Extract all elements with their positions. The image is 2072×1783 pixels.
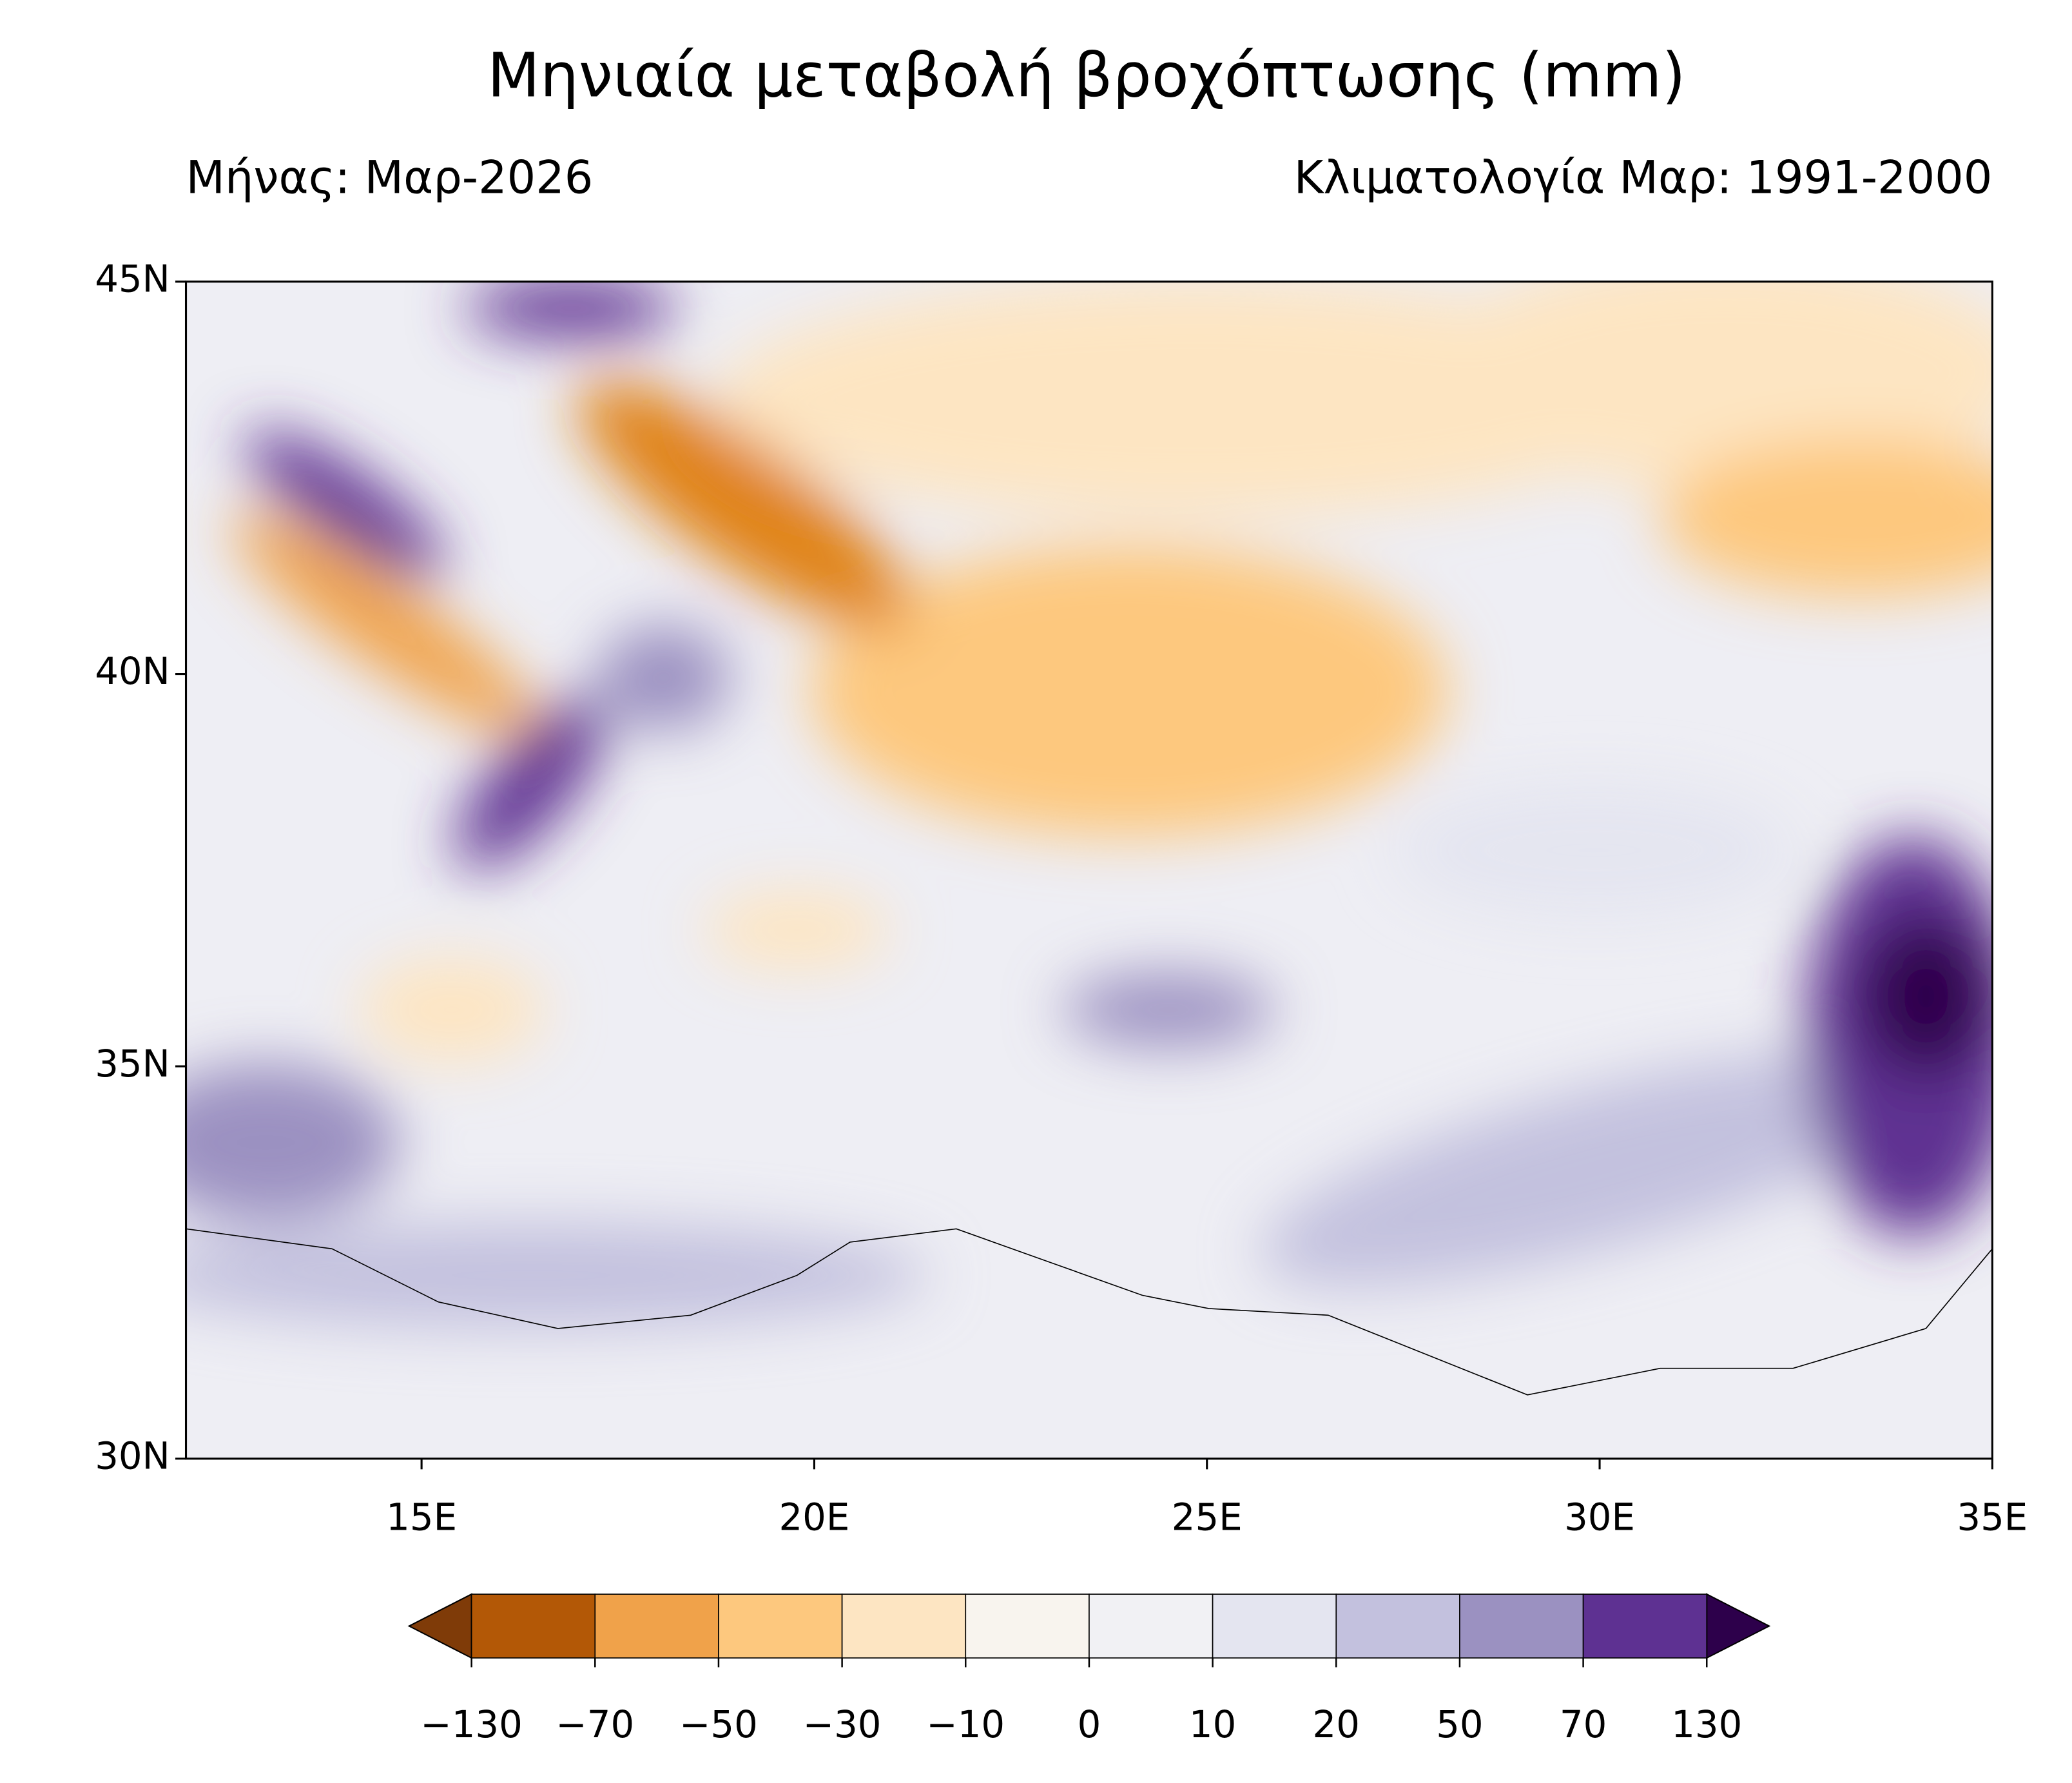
x-tick-label: 15E: [386, 1495, 457, 1539]
colorbar-bin: [1459, 1593, 1584, 1659]
title: Μηνιαία μεταβολή βροχόπτωσης (mm): [487, 41, 1686, 112]
subtitle-right: Κλιματολογία Μαρ: 1991-2000: [1294, 151, 1993, 204]
colorbar-bin: [841, 1593, 967, 1659]
colorbar-tick-label: 20: [1313, 1702, 1360, 1746]
colorbar-tick-label: 50: [1436, 1702, 1483, 1746]
colorbar-under: [407, 1593, 472, 1659]
coastline: [186, 1228, 1993, 1396]
colorbar-bin: [1212, 1593, 1337, 1659]
x-tick-label: 35E: [1957, 1495, 2028, 1539]
colorbar-over: [1706, 1593, 1771, 1659]
x-tick-label: 20E: [779, 1495, 849, 1539]
colorbar-tick-label: −50: [679, 1702, 758, 1746]
y-tick-label: 45N: [95, 257, 170, 301]
colorbar-bin: [965, 1593, 1090, 1659]
x-tick-label: 30E: [1564, 1495, 1635, 1539]
y-tick-label: 40N: [95, 649, 170, 693]
colorbar-tick-label: −70: [556, 1702, 634, 1746]
colorbar-tick-label: 10: [1189, 1702, 1236, 1746]
colorbar-bin: [1582, 1593, 1708, 1659]
colorbar-tick-label: 130: [1671, 1702, 1742, 1746]
colorbar-bin: [470, 1593, 596, 1659]
colorbar-tick-label: 0: [1078, 1702, 1101, 1746]
colorbar-tick-label: −10: [926, 1702, 1005, 1746]
map-field: [186, 281, 1993, 1459]
x-tick-label: 25E: [1172, 1495, 1243, 1539]
colorbar-tick-label: −130: [420, 1702, 522, 1746]
colorbar-tick-label: −30: [803, 1702, 882, 1746]
subtitle-left: Μήνας: Μαρ-2026: [186, 151, 594, 204]
colorbar-bin: [718, 1593, 843, 1659]
colorbar-tick-label: 70: [1560, 1702, 1607, 1746]
y-tick-label: 35N: [95, 1042, 170, 1086]
colorbar-bin: [1335, 1593, 1460, 1659]
y-tick-label: 30N: [95, 1434, 170, 1477]
colorbar-bin: [1089, 1593, 1214, 1659]
map-frame: [184, 280, 1993, 1460]
colorbar-bin: [594, 1593, 719, 1659]
